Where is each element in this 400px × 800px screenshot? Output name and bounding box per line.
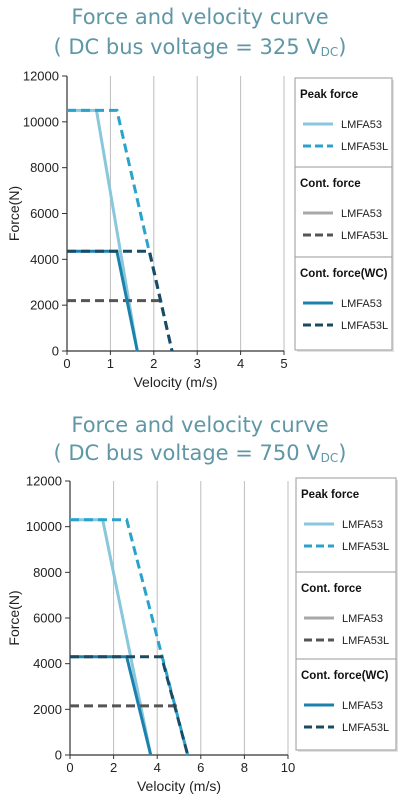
x-tick-label: 4 [154, 760, 161, 775]
legend-item-label: LMFA53 [342, 613, 383, 625]
y-tick-label: 0 [52, 344, 59, 359]
y-tick-label: 4000 [33, 656, 62, 671]
series-line [70, 655, 153, 756]
chart-panel-325v: Force and velocity curve ( DC bus voltag… [6, 5, 394, 390]
chart-subtitle: ( DC bus voltage = 750 VDC) [53, 441, 347, 465]
y-axis-label: Force(N) [6, 186, 22, 241]
x-tick-label: 6 [197, 760, 204, 775]
legend-item-label: LMFA53 [341, 208, 382, 220]
legend-item-label: LMFA53 [341, 119, 382, 131]
chart-title: Force and velocity curve [71, 413, 329, 437]
series-line [67, 108, 174, 352]
x-axis-label: Velocity (m/s) [133, 374, 217, 390]
y-tick-label: 8000 [30, 160, 59, 175]
series-line [67, 108, 139, 352]
y-tick-label: 12000 [26, 474, 62, 489]
legend-item-label: LMFA53 [341, 298, 382, 310]
x-tick-label: 5 [280, 356, 287, 371]
series-line [70, 655, 190, 756]
legend-group-title: Peak force [300, 89, 358, 101]
x-tick-label: 10 [281, 760, 295, 775]
x-tick-label: 0 [63, 356, 70, 371]
legend-group-title: Cont. force [300, 178, 361, 190]
chart-plot-750v: 0 2000 4000 6000 8000 10000 12000 0 2 4 6 8 10 Veloci… [6, 474, 398, 794]
y-tick-label: 6000 [30, 206, 59, 221]
x-axis-label: Velocity (m/s) [137, 778, 221, 794]
y-tick-label: 6000 [33, 611, 62, 626]
legend-item-label: LMFA53L [342, 541, 389, 553]
legend-group-title: Cont. force(WC) [300, 268, 388, 280]
y-tick-label: 0 [55, 748, 62, 763]
x-tick-label: 1 [107, 356, 114, 371]
y-tick-label: 10000 [26, 519, 62, 534]
legend-item-label: LMFA53L [341, 230, 388, 242]
y-tick-label: 8000 [33, 565, 62, 580]
series-line [70, 518, 190, 756]
legend-group-title: Peak force [301, 489, 359, 501]
y-axis-label: Force(N) [6, 590, 22, 645]
legend-item-label: LMFA53L [341, 141, 388, 153]
y-tick-label: 4000 [30, 252, 59, 267]
legend-item-label: LMFA53 [342, 700, 383, 712]
x-tick-label: 0 [66, 760, 73, 775]
chart-subtitle: ( DC bus voltage = 325 VDC) [53, 35, 347, 59]
x-tick-label: 2 [150, 356, 157, 371]
chart-title: Force and velocity curve [71, 5, 329, 29]
chart-panel-750v: Force and velocity curve ( DC bus voltag… [0, 400, 400, 800]
legend-group-title: Cont. force(WC) [301, 670, 389, 682]
y-tick-label: 2000 [30, 298, 59, 313]
y-tick-label: 12000 [23, 69, 59, 84]
legend-item-label: LMFA53L [342, 635, 389, 647]
x-tick-label: 3 [194, 356, 201, 371]
x-tick-label: 4 [237, 356, 244, 371]
series-line [70, 518, 153, 756]
y-tick-label: 10000 [23, 114, 59, 129]
chart-plot-325v: 0 2000 4000 6000 8000 10000 12000 0 1 2 3 4 5 Velocit… [6, 69, 394, 390]
x-tick-label: 8 [241, 760, 248, 775]
legend-item-label: LMFA53L [342, 722, 389, 734]
y-tick-label: 2000 [33, 702, 62, 717]
legend-item-label: LMFA53L [341, 320, 388, 332]
legend-group-title: Cont. force [301, 583, 362, 595]
legend-item-label: LMFA53 [342, 519, 383, 531]
x-tick-label: 2 [110, 760, 117, 775]
